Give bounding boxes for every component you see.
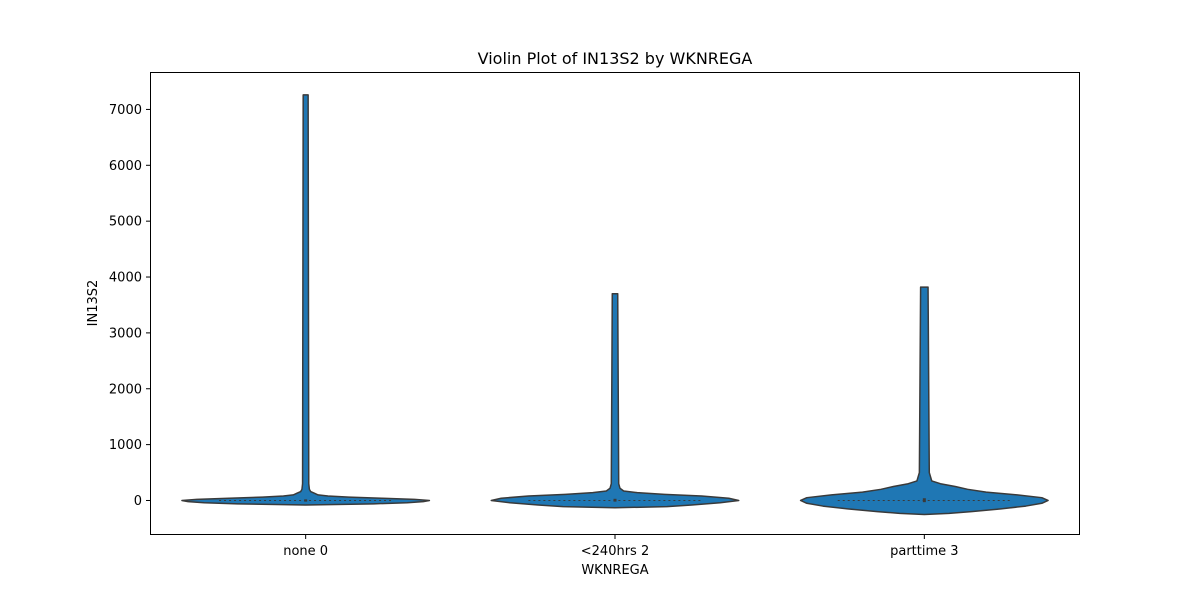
y-tick-label: 6000 (109, 159, 142, 174)
x-axis-ticks: none 0 <240hrs 2 parttime 3 (283, 534, 959, 559)
y-tick-label: 1000 (109, 438, 142, 453)
y-tick-label: 5000 (109, 215, 142, 230)
x-tick-label: parttime 3 (890, 544, 958, 559)
y-tick-label: 4000 (109, 271, 142, 286)
chart-title: Violin Plot of IN13S2 by WKNREGA (478, 49, 753, 68)
x-tick-label: <240hrs 2 (581, 544, 649, 559)
plot-frame (150, 72, 1080, 535)
violin-body (799, 286, 1049, 516)
y-tick-label: 3000 (109, 326, 142, 341)
y-tick-label: 0 (134, 494, 142, 509)
x-axis-label: WKNREGA (581, 563, 648, 578)
y-tick-label: 7000 (109, 103, 142, 118)
violins-group (181, 94, 1049, 516)
x-tick-label: none 0 (283, 544, 328, 559)
violin-body (181, 94, 431, 506)
y-axis-ticks: 0 1000 2000 3000 4000 5000 6000 7000 (109, 103, 151, 509)
y-tick-label: 2000 (109, 382, 142, 397)
y-axis-label: IN13S2 (86, 280, 101, 327)
violin-body (490, 293, 740, 509)
